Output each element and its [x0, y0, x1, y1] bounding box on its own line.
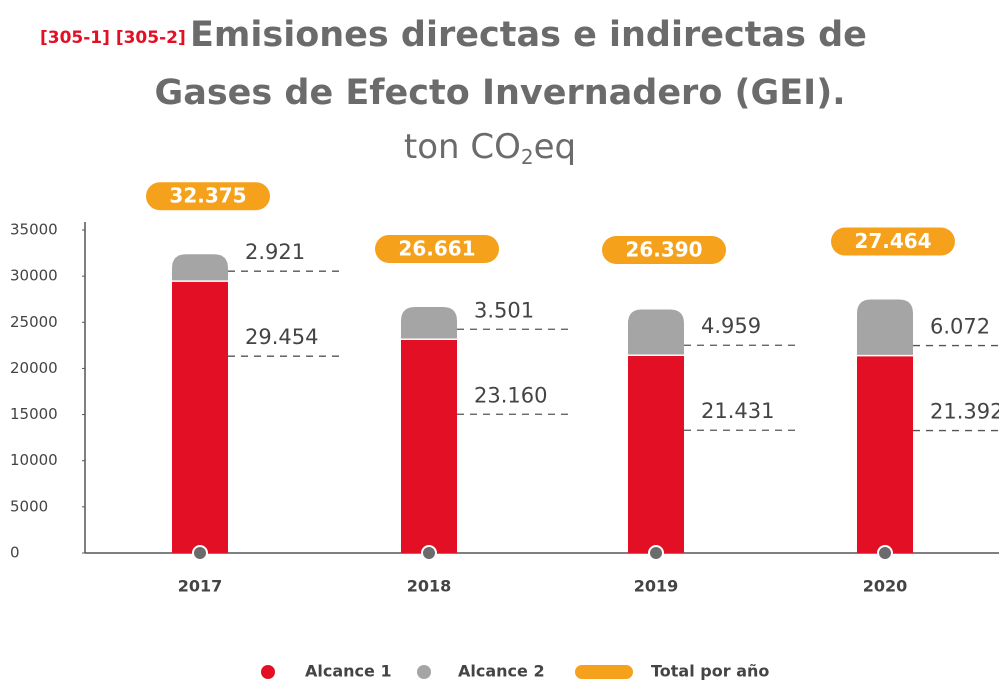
legend-swatch [261, 665, 275, 679]
value-label: 3.501 [474, 298, 534, 322]
y-tick-label: 35000 [10, 221, 58, 239]
total-pill [146, 182, 270, 211]
subtitle-text: ton CO [404, 127, 521, 167]
bar-segment [628, 355, 684, 553]
total-label: 32.375 [169, 184, 246, 208]
base-dot [877, 545, 893, 561]
title-prefix: [305-1] [305-2] [40, 28, 186, 48]
total-pill [831, 227, 955, 256]
value-label: 23.160 [474, 383, 547, 407]
base-dot [648, 545, 664, 561]
subtitle-text: eq [534, 127, 577, 167]
value-label: 4.959 [701, 314, 761, 338]
legend-label: Total por año [651, 662, 769, 681]
x-tick-label: 2017 [178, 577, 223, 596]
legend-label: Alcance 2 [458, 662, 545, 681]
chart-subtitle: ton CO2eq [404, 127, 576, 169]
base-dot [192, 545, 208, 561]
legend-swatch [575, 665, 633, 679]
total-label: 26.390 [625, 238, 702, 262]
legend-label: Alcance 1 [305, 662, 392, 681]
subtitle-sub: 2 [521, 145, 534, 169]
total-pill [375, 234, 499, 263]
y-tick-label: 30000 [10, 267, 58, 285]
y-tick-label: 0 [10, 544, 20, 562]
y-tick-label: 5000 [10, 497, 48, 515]
value-label: 21.431 [701, 399, 774, 423]
value-label: 2.921 [245, 240, 305, 264]
bar-segment [857, 355, 913, 553]
total-pill [602, 236, 726, 264]
y-tick-label: 25000 [10, 313, 58, 331]
x-tick-label: 2018 [407, 577, 452, 596]
total-label: 27.464 [854, 229, 931, 253]
y-tick-label: 10000 [10, 451, 58, 469]
legend-swatch [417, 665, 431, 679]
x-tick-label: 2019 [634, 577, 679, 596]
bar-segment [628, 309, 684, 356]
bar-segment [857, 299, 913, 356]
x-tick-label: 2020 [863, 577, 908, 596]
bar-segment [401, 306, 457, 340]
y-tick-label: 15000 [10, 405, 58, 423]
value-label: 21.392 [930, 400, 999, 424]
chart-title: Emisiones directas e indirectas de [190, 15, 867, 55]
y-tick-label: 20000 [10, 359, 58, 377]
value-label: 6.072 [930, 315, 990, 339]
base-dot [421, 545, 437, 561]
bar-segment [401, 339, 457, 553]
chart-title: Gases de Efecto Invernadero (GEI). [154, 73, 845, 113]
value-label: 29.454 [245, 325, 318, 349]
bar-segment [172, 281, 228, 553]
bar-segment [172, 254, 228, 282]
total-label: 26.661 [398, 236, 475, 260]
